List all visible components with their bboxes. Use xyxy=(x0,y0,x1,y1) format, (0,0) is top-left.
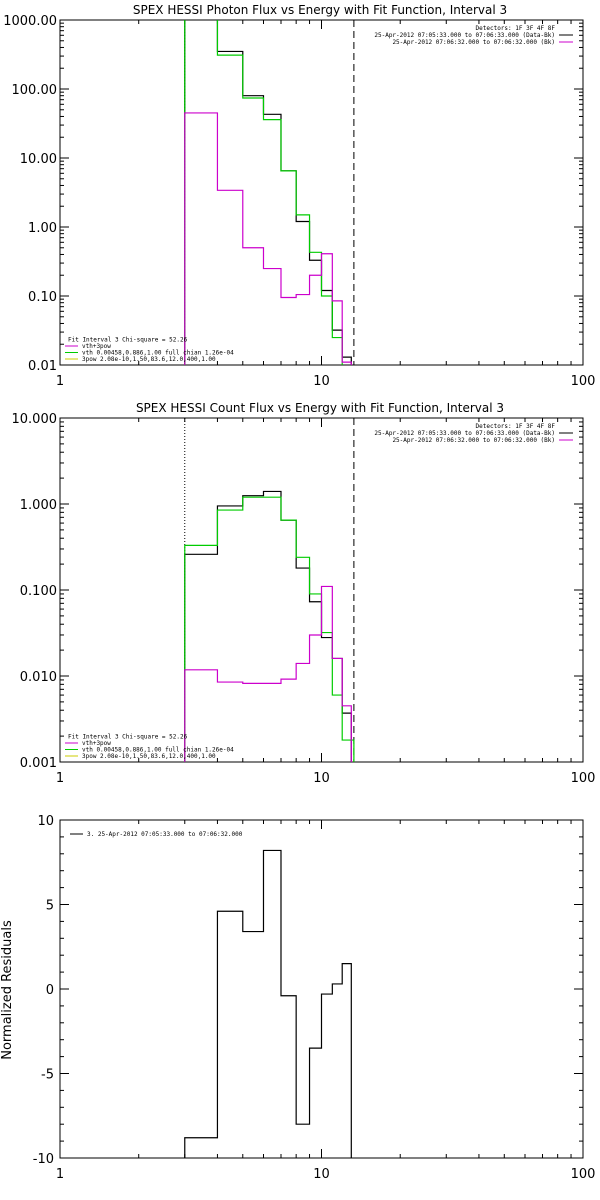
x-tick-label: 10 xyxy=(313,374,330,389)
x-tick-label: 1 xyxy=(56,374,64,389)
legend-bottom-left-entry: 3pow 2.08e-10,1.50,83.6,12.0,400,1.00 xyxy=(82,356,216,363)
legend-bottom-left-entry: vth 0.00458,0.886,1.00 full chian 1.26e-… xyxy=(82,747,234,754)
legend-top-left-entry: 3. 25-Apr-2012 07:05:33.000 to 07:06:32.… xyxy=(87,831,243,838)
residuals-y-axis-label: Normalized Residuals xyxy=(0,920,15,1060)
series-group-0 xyxy=(184,20,352,365)
legend-top-right-entry: 25-Apr-2012 07:06:32.000 to 07:06:32.000… xyxy=(392,437,555,444)
histogram-series-1 xyxy=(184,20,352,365)
histogram-series-2 xyxy=(184,585,352,762)
legend-top-right-entry: 25-Apr-2012 07:05:33.000 to 07:06:33.000… xyxy=(374,430,555,437)
legend-bottom-left-entry: Fit Interval 3 Chi-square = 52.26 xyxy=(68,337,188,344)
y-tick-label: 10 xyxy=(37,814,54,829)
legend-bottom-left-entry: Fit Interval 3 Chi-square = 52.26 xyxy=(68,734,188,741)
x-tick-label: 10 xyxy=(313,771,330,786)
residuals-panel: Normalized Residuals 1 10 100 -10 -5 0 5 10 3. 2… xyxy=(0,814,595,1182)
histogram-series-0 xyxy=(184,849,352,1158)
y-tick-label: 0.10 xyxy=(28,290,57,305)
x-tick-label: 100 xyxy=(571,1167,596,1182)
x-tick-label: 1 xyxy=(56,1167,64,1182)
legend-bottom-left-entry: vth 0.00458,0.886,1.00 full chian 1.26e-… xyxy=(82,350,234,357)
series-group-2 xyxy=(184,849,352,1158)
x-tick-label: 1 xyxy=(56,771,64,786)
y-tick-label: -5 xyxy=(41,1068,54,1083)
photon-flux-title: SPEX HESSI Photon Flux vs Energy with Fi… xyxy=(133,3,507,17)
legend-bottom-left-entry: vth+3pow xyxy=(82,343,111,350)
y-tick-label: 0.010 xyxy=(20,670,57,685)
y-tick-label: 10.000 xyxy=(12,412,58,427)
y-tick-label: 100.00 xyxy=(12,83,58,98)
histogram-series-1 xyxy=(184,496,355,762)
photon-flux-panel: SPEX HESSI Photon Flux vs Energy with Fi… xyxy=(3,3,596,389)
legend-top-right-entry: Detectors: 1F 3F 4F 8F xyxy=(476,423,556,430)
y-tick-label: -10 xyxy=(33,1152,54,1167)
y-tick-label: 10.00 xyxy=(20,152,57,167)
count-flux-panel: SPEX HESSI Count Flux vs Energy with Fit… xyxy=(12,401,596,786)
y-tick-label: 0.001 xyxy=(20,756,57,771)
legend-top-right-entry: Detectors: 1F 3F 4F 8F xyxy=(476,25,556,32)
y-tick-label: 5 xyxy=(46,899,54,914)
x-tick-label: 100 xyxy=(571,771,596,786)
histogram-series-2 xyxy=(184,112,352,365)
x-tick-label: 100 xyxy=(571,374,596,389)
legend-top-right-entry: 25-Apr-2012 07:05:33.000 to 07:06:33.000… xyxy=(374,32,555,39)
y-tick-label: 1.00 xyxy=(28,221,57,236)
y-tick-label: 0.100 xyxy=(20,584,57,599)
series-group-1 xyxy=(184,490,355,762)
legend-bottom-left-entry: vth+3pow xyxy=(82,740,111,747)
x-tick-label: 10 xyxy=(313,1167,330,1182)
y-tick-label: 1000.00 xyxy=(3,14,57,29)
y-tick-label: 1.000 xyxy=(20,498,57,513)
legend-top-right-entry: 25-Apr-2012 07:06:32.000 to 07:06:32.000… xyxy=(392,39,555,46)
y-tick-label: 0 xyxy=(46,983,54,998)
y-tick-label: 0.01 xyxy=(28,359,57,374)
count-flux-title: SPEX HESSI Count Flux vs Energy with Fit… xyxy=(136,401,504,415)
legend-bottom-left-entry: 3pow 2.08e-10,1.50,83.6,12.0,400,1.00 xyxy=(82,753,216,760)
